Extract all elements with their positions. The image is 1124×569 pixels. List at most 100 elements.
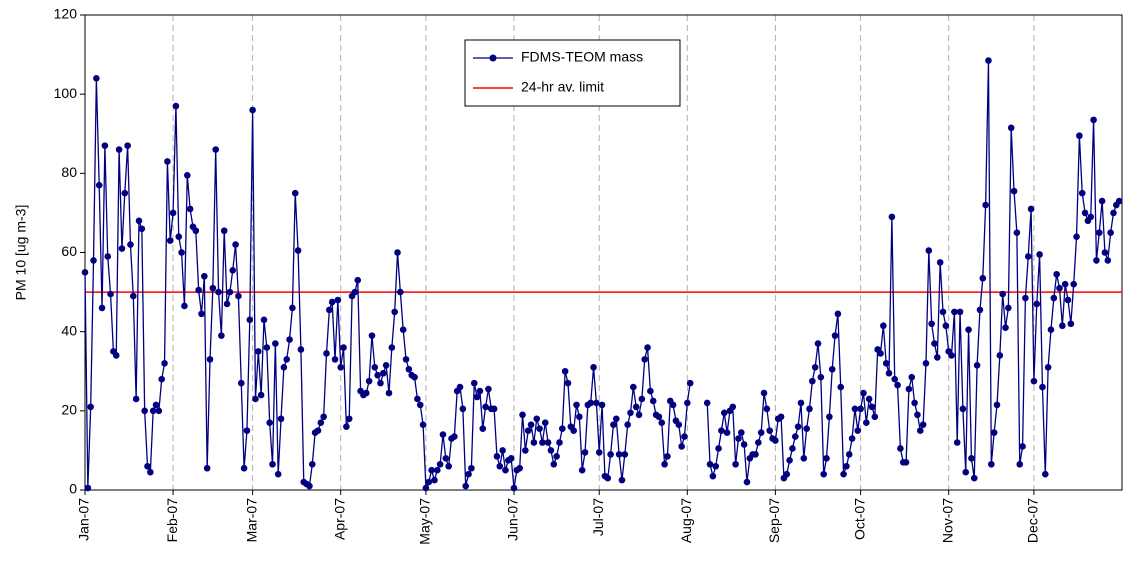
data-point <box>161 360 168 367</box>
data-point <box>610 421 617 428</box>
data-point <box>737 429 745 436</box>
y-tick-label: 20 <box>61 402 77 418</box>
data-point <box>1070 280 1078 288</box>
data-point <box>843 462 850 470</box>
data-point <box>425 478 433 486</box>
data-point <box>499 447 506 454</box>
data-point <box>149 407 157 415</box>
data-point <box>433 466 441 474</box>
data-point <box>1098 197 1106 205</box>
data-point <box>649 397 657 405</box>
data-point <box>345 415 353 423</box>
data-point <box>451 433 458 440</box>
data-point <box>1093 257 1100 264</box>
data-point <box>806 405 813 413</box>
data-point <box>590 363 597 371</box>
data-point <box>860 389 867 397</box>
data-point <box>541 419 549 427</box>
data-point <box>485 385 492 393</box>
data-point <box>493 453 501 460</box>
data-point <box>186 205 194 213</box>
data-point <box>257 391 265 399</box>
data-point <box>786 457 793 464</box>
data-point <box>752 451 759 458</box>
data-point <box>826 413 833 421</box>
data-point <box>851 405 859 413</box>
data-point <box>828 365 836 373</box>
data-point <box>979 274 987 282</box>
data-point <box>112 352 120 359</box>
data-point <box>834 310 842 318</box>
data-point <box>95 181 103 189</box>
data-point <box>405 365 413 373</box>
data-point <box>175 233 183 240</box>
data-point <box>192 227 200 235</box>
data-point <box>81 268 89 276</box>
data-point <box>226 288 234 296</box>
data-point <box>1059 322 1066 330</box>
data-point <box>837 383 845 391</box>
data-point <box>644 344 651 351</box>
data-point <box>1027 205 1035 213</box>
data-point <box>232 241 239 248</box>
data-point <box>431 476 438 484</box>
y-axis-label: PM 10 [ug m-3] <box>13 205 29 301</box>
data-point <box>1033 300 1041 308</box>
data-point <box>385 389 393 397</box>
data-point <box>664 453 671 460</box>
data-point <box>115 146 123 153</box>
data-point <box>755 439 762 446</box>
data-point <box>90 257 97 264</box>
data-point <box>760 389 768 397</box>
data-point <box>928 320 935 328</box>
data-point <box>988 460 995 468</box>
data-point <box>218 332 225 339</box>
data-point <box>615 451 623 458</box>
data-point <box>524 427 532 434</box>
data-point <box>118 245 126 252</box>
x-tick-label: Jul-07 <box>590 498 606 536</box>
data-point <box>1030 377 1038 385</box>
data-point <box>104 253 112 260</box>
data-point <box>442 455 450 462</box>
data-point <box>911 399 918 407</box>
data-point <box>1041 470 1049 478</box>
data-point <box>970 474 978 482</box>
x-tick-label: Jan-07 <box>76 498 92 541</box>
data-point <box>1036 251 1043 258</box>
data-point <box>598 401 606 409</box>
data-point <box>237 379 245 387</box>
data-point <box>476 387 484 395</box>
data-point <box>854 427 862 434</box>
data-point <box>684 399 691 407</box>
data-point <box>857 405 864 413</box>
data-point <box>740 441 748 448</box>
data-point <box>723 429 731 436</box>
data-point <box>533 415 541 423</box>
data-point <box>1064 296 1072 304</box>
data-point <box>908 373 916 381</box>
data-point <box>510 484 518 492</box>
data-point <box>422 484 430 492</box>
data-point <box>877 350 884 357</box>
data-point <box>882 360 890 367</box>
y-tick-label: 120 <box>54 6 78 22</box>
legend-box <box>464 39 681 107</box>
data-point <box>220 227 228 235</box>
data-point <box>777 413 785 421</box>
data-point <box>1005 304 1012 312</box>
data-point <box>539 439 546 446</box>
data-point <box>473 393 481 401</box>
data-point <box>439 431 447 438</box>
data-point <box>916 427 924 434</box>
data-point <box>1078 189 1086 197</box>
data-point <box>229 267 237 274</box>
data-point <box>948 352 955 359</box>
data-point <box>371 363 379 371</box>
data-point <box>922 360 930 367</box>
data-point <box>445 462 452 470</box>
data-point <box>155 407 163 415</box>
data-point <box>732 460 739 468</box>
data-point <box>791 433 799 440</box>
data-point <box>766 427 774 434</box>
